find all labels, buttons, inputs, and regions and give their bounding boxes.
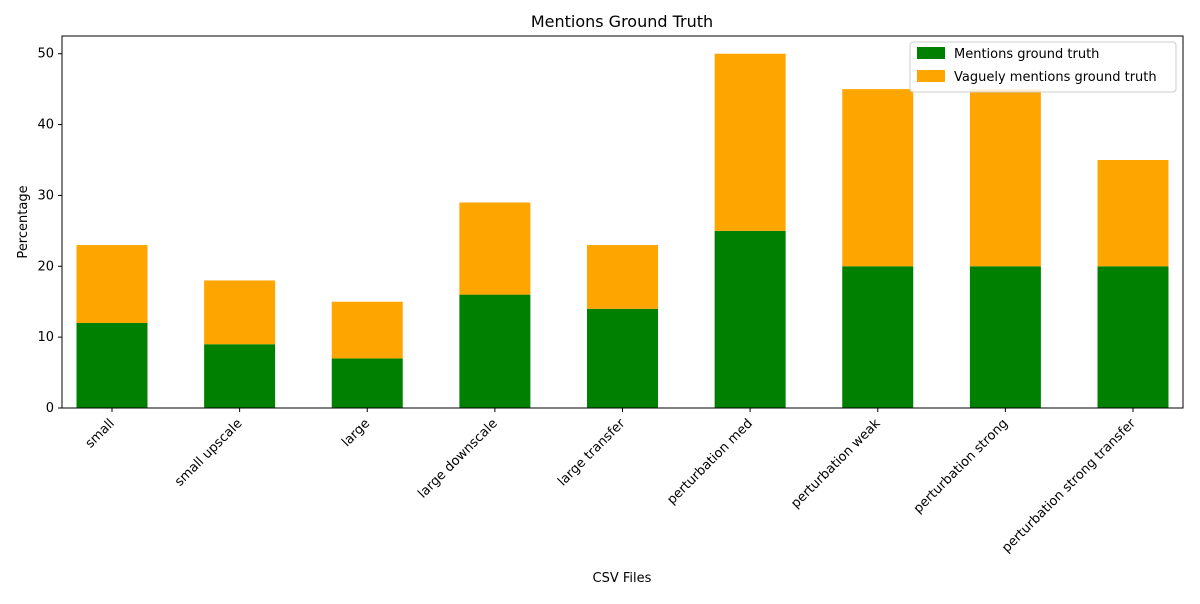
legend-frame (909, 41, 1177, 93)
bar-mentions-3 (459, 294, 531, 408)
bar-mentions-5 (714, 230, 786, 408)
y-axis-ticks: 0 10 20 30 40 50 (37, 47, 62, 416)
bars-group (76, 53, 1169, 408)
x-tick-label: perturbation med (664, 416, 756, 508)
bar-vaguely-6 (842, 89, 914, 267)
y-tick-label: 30 (37, 188, 54, 203)
bar-vaguely-3 (459, 202, 531, 295)
x-tick-label: large (339, 416, 373, 450)
y-axis-label: Percentage (16, 185, 31, 258)
legend-label-mentions: Mentions ground truth (954, 47, 1099, 62)
y-tick-label: 50 (37, 47, 54, 62)
bar-vaguely-1 (204, 280, 276, 345)
legend-swatch-mentions (917, 47, 945, 59)
bar-mentions-4 (587, 308, 658, 408)
bar-vaguely-7 (969, 89, 1041, 267)
bar-mentions-2 (331, 358, 403, 408)
bar-mentions-6 (842, 266, 914, 408)
x-tick-label: large transfer (555, 416, 629, 490)
x-tick-label: small (83, 416, 118, 451)
legend: Mentions ground truth Vaguely mentions g… (909, 41, 1177, 93)
plot-frame (61, 35, 1184, 409)
chart-title: Mentions Ground Truth (531, 12, 713, 31)
x-axis-label: CSV Files (593, 571, 652, 586)
x-tick-label: perturbation strong (911, 416, 1011, 516)
bar-vaguely-0 (76, 245, 148, 323)
bar-vaguely-2 (331, 301, 403, 359)
y-tick-label: 40 (37, 118, 54, 133)
x-tick-label: perturbation weak (788, 416, 884, 512)
x-axis-ticks: small small upscale large large downscale la… (83, 408, 1139, 556)
x-tick-label: small upscale (172, 416, 245, 489)
bar-mentions-8 (1097, 266, 1169, 408)
bar-vaguely-8 (1097, 160, 1169, 267)
x-tick-label: perturbation strong transfer (999, 416, 1139, 556)
legend-label-vaguely: Vaguely mentions ground truth (954, 70, 1157, 85)
legend-swatch-vaguely (917, 70, 945, 82)
bar-vaguely-4 (587, 245, 658, 309)
y-tick-label: 0 (46, 401, 54, 416)
x-tick-label: large downscale (415, 416, 500, 501)
bar-mentions-0 (76, 322, 148, 408)
y-tick-label: 20 (37, 259, 54, 274)
y-tick-label: 10 (37, 330, 54, 345)
bar-mentions-1 (204, 344, 276, 408)
bar-mentions-7 (969, 266, 1041, 408)
bar-vaguely-5 (714, 53, 786, 231)
